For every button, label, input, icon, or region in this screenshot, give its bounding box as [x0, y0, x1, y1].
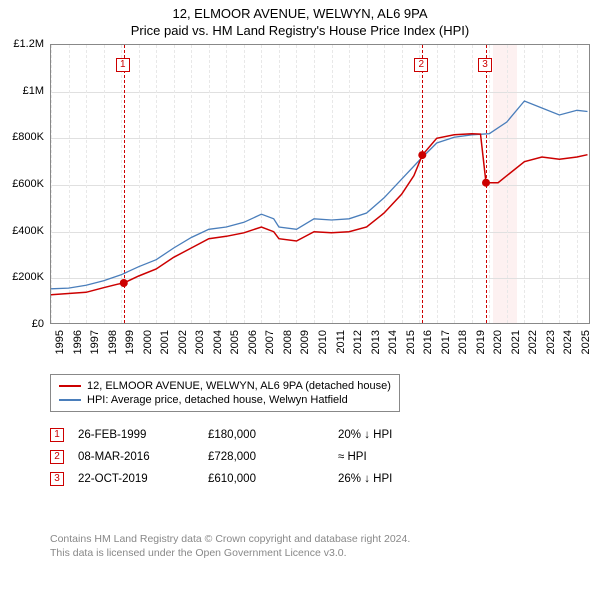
x-axis-label: 1997: [89, 330, 101, 354]
legend-label-hpi: HPI: Average price, detached house, Welw…: [87, 394, 348, 406]
sale-marker-box: 2: [414, 58, 428, 72]
sales-price: £610,000: [208, 473, 338, 485]
x-axis-label: 2013: [370, 330, 382, 354]
sales-marker-ref: 3: [50, 472, 64, 486]
x-axis-label: 2011: [335, 330, 347, 354]
x-axis-label: 2019: [475, 330, 487, 354]
footnote-line1: Contains HM Land Registry data © Crown c…: [50, 532, 410, 546]
x-axis-label: 2023: [545, 330, 557, 354]
x-axis-label: 1996: [72, 330, 84, 354]
legend-label-price: 12, ELMOOR AVENUE, WELWYN, AL6 9PA (deta…: [87, 380, 391, 392]
legend-box: 12, ELMOOR AVENUE, WELWYN, AL6 9PA (deta…: [50, 374, 400, 412]
y-axis-label: £200K: [0, 271, 44, 283]
x-axis-label: 1999: [124, 330, 136, 354]
y-axis-label: £1M: [0, 85, 44, 97]
sale-dot: [120, 279, 128, 287]
sale-dot: [418, 151, 426, 159]
sales-vs-hpi: 20% ↓ HPI: [338, 429, 478, 441]
sales-price: £180,000: [208, 429, 338, 441]
sales-date: 08-MAR-2016: [78, 451, 208, 463]
footnote-line2: This data is licensed under the Open Gov…: [50, 546, 410, 560]
x-axis-label: 1998: [107, 330, 119, 354]
legend-swatch-hpi: [59, 399, 81, 401]
sales-marker-ref: 1: [50, 428, 64, 442]
x-axis-label: 2008: [282, 330, 294, 354]
x-axis-label: 2000: [142, 330, 154, 354]
chart-subtitle: Price paid vs. HM Land Registry's House …: [0, 21, 600, 42]
sales-date: 22-OCT-2019: [78, 473, 208, 485]
legend-row-price: 12, ELMOOR AVENUE, WELWYN, AL6 9PA (deta…: [59, 379, 391, 393]
x-axis-label: 2014: [387, 330, 399, 354]
chart-svg: [51, 45, 591, 325]
y-axis-label: £800K: [0, 131, 44, 143]
x-axis-label: 2002: [177, 330, 189, 354]
x-axis-label: 2010: [317, 330, 329, 354]
y-axis-label: £400K: [0, 225, 44, 237]
x-axis-label: 2007: [264, 330, 276, 354]
x-axis-label: 2009: [299, 330, 311, 354]
x-axis-label: 2016: [422, 330, 434, 354]
x-axis-label: 2017: [440, 330, 452, 354]
legend-swatch-price: [59, 385, 81, 387]
sales-table-row: 2 08-MAR-2016£728,000≈ HPI: [50, 446, 478, 468]
line-series_hpi: [51, 101, 588, 289]
y-axis-label: £1.2M: [0, 38, 44, 50]
sales-date: 26-FEB-1999: [78, 429, 208, 441]
x-axis-label: 2005: [229, 330, 241, 354]
sales-table-row: 3 22-OCT-2019£610,00026% ↓ HPI: [50, 468, 478, 490]
sales-table-row: 1 26-FEB-1999£180,00020% ↓ HPI: [50, 424, 478, 446]
sales-price: £728,000: [208, 451, 338, 463]
sales-marker-ref: 2: [50, 450, 64, 464]
sales-vs-hpi: 26% ↓ HPI: [338, 473, 478, 485]
chart-title: 12, ELMOOR AVENUE, WELWYN, AL6 9PA: [0, 0, 600, 21]
legend-row-hpi: HPI: Average price, detached house, Welw…: [59, 393, 391, 407]
x-axis-label: 2021: [510, 330, 522, 354]
chart-plot-area: [50, 44, 590, 324]
sale-dot: [482, 179, 490, 187]
x-axis-label: 2001: [159, 330, 171, 354]
x-axis-label: 2018: [457, 330, 469, 354]
y-axis-label: £600K: [0, 178, 44, 190]
x-axis-label: 2015: [405, 330, 417, 354]
x-axis-label: 2003: [194, 330, 206, 354]
sales-vs-hpi: ≈ HPI: [338, 451, 478, 463]
x-axis-label: 2006: [247, 330, 259, 354]
x-axis-label: 2020: [492, 330, 504, 354]
x-axis-label: 2012: [352, 330, 364, 354]
x-axis-label: 2025: [580, 330, 592, 354]
x-axis-label: 2004: [212, 330, 224, 354]
sale-marker-box: 3: [478, 58, 492, 72]
sale-marker-box: 1: [116, 58, 130, 72]
footnote: Contains HM Land Registry data © Crown c…: [50, 532, 410, 560]
sales-table: 1 26-FEB-1999£180,00020% ↓ HPI 2 08-MAR-201…: [50, 424, 478, 490]
x-axis-label: 2024: [562, 330, 574, 354]
x-axis-label: 1995: [54, 330, 66, 354]
y-axis-label: £0: [0, 318, 44, 330]
x-axis-label: 2022: [527, 330, 539, 354]
